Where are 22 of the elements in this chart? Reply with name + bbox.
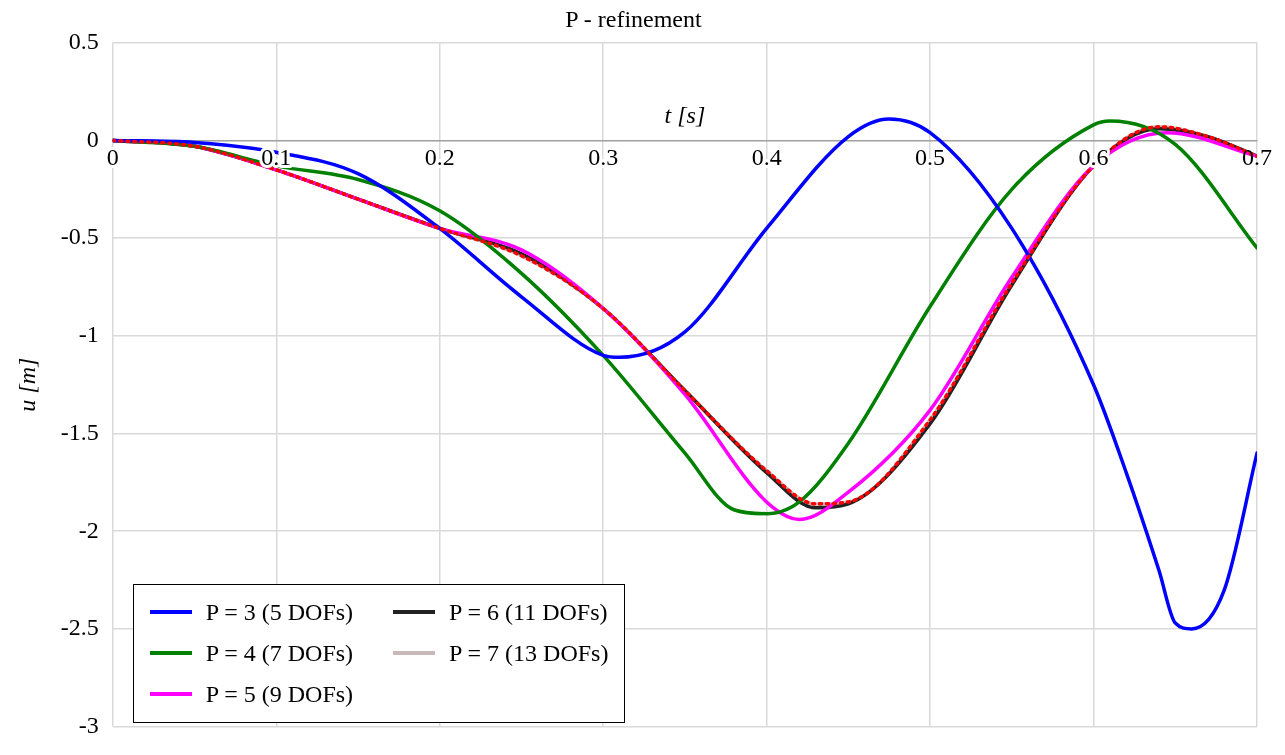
- x-tick-label: 0.5: [915, 143, 946, 170]
- legend-label: P = 7 (13 DOFs): [449, 639, 609, 667]
- y-tick-label: -0.5: [60, 223, 99, 250]
- y-tick-label: -2: [78, 516, 99, 543]
- y-tick-label: 0.5: [68, 28, 99, 55]
- legend-label: P = 5 (9 DOFs): [205, 680, 354, 708]
- legend-label: P = 6 (11 DOFs): [449, 598, 608, 626]
- x-tick-label: 0.3: [588, 143, 619, 170]
- y-tick-label: -3: [78, 711, 99, 738]
- y-tick-label: -1: [78, 321, 99, 348]
- x-tick-label: 0.7: [1242, 143, 1272, 170]
- x-tick-label: 0.4: [751, 143, 782, 170]
- x-tick-label: 0.2: [424, 143, 455, 170]
- x-axis-title: t [s]: [664, 101, 706, 128]
- y-tick-label: -1.5: [60, 418, 99, 445]
- y-tick-label: -2.5: [60, 614, 99, 641]
- legend-label: P = 4 (7 DOFs): [205, 639, 354, 667]
- y-axis-title: u [m]: [13, 357, 40, 412]
- x-tick-label: 0: [106, 143, 119, 170]
- y-tick-label: 0: [86, 125, 99, 152]
- legend-label: P = 3 (5 DOFs): [205, 598, 354, 626]
- chart-title: P - refinement: [565, 5, 703, 32]
